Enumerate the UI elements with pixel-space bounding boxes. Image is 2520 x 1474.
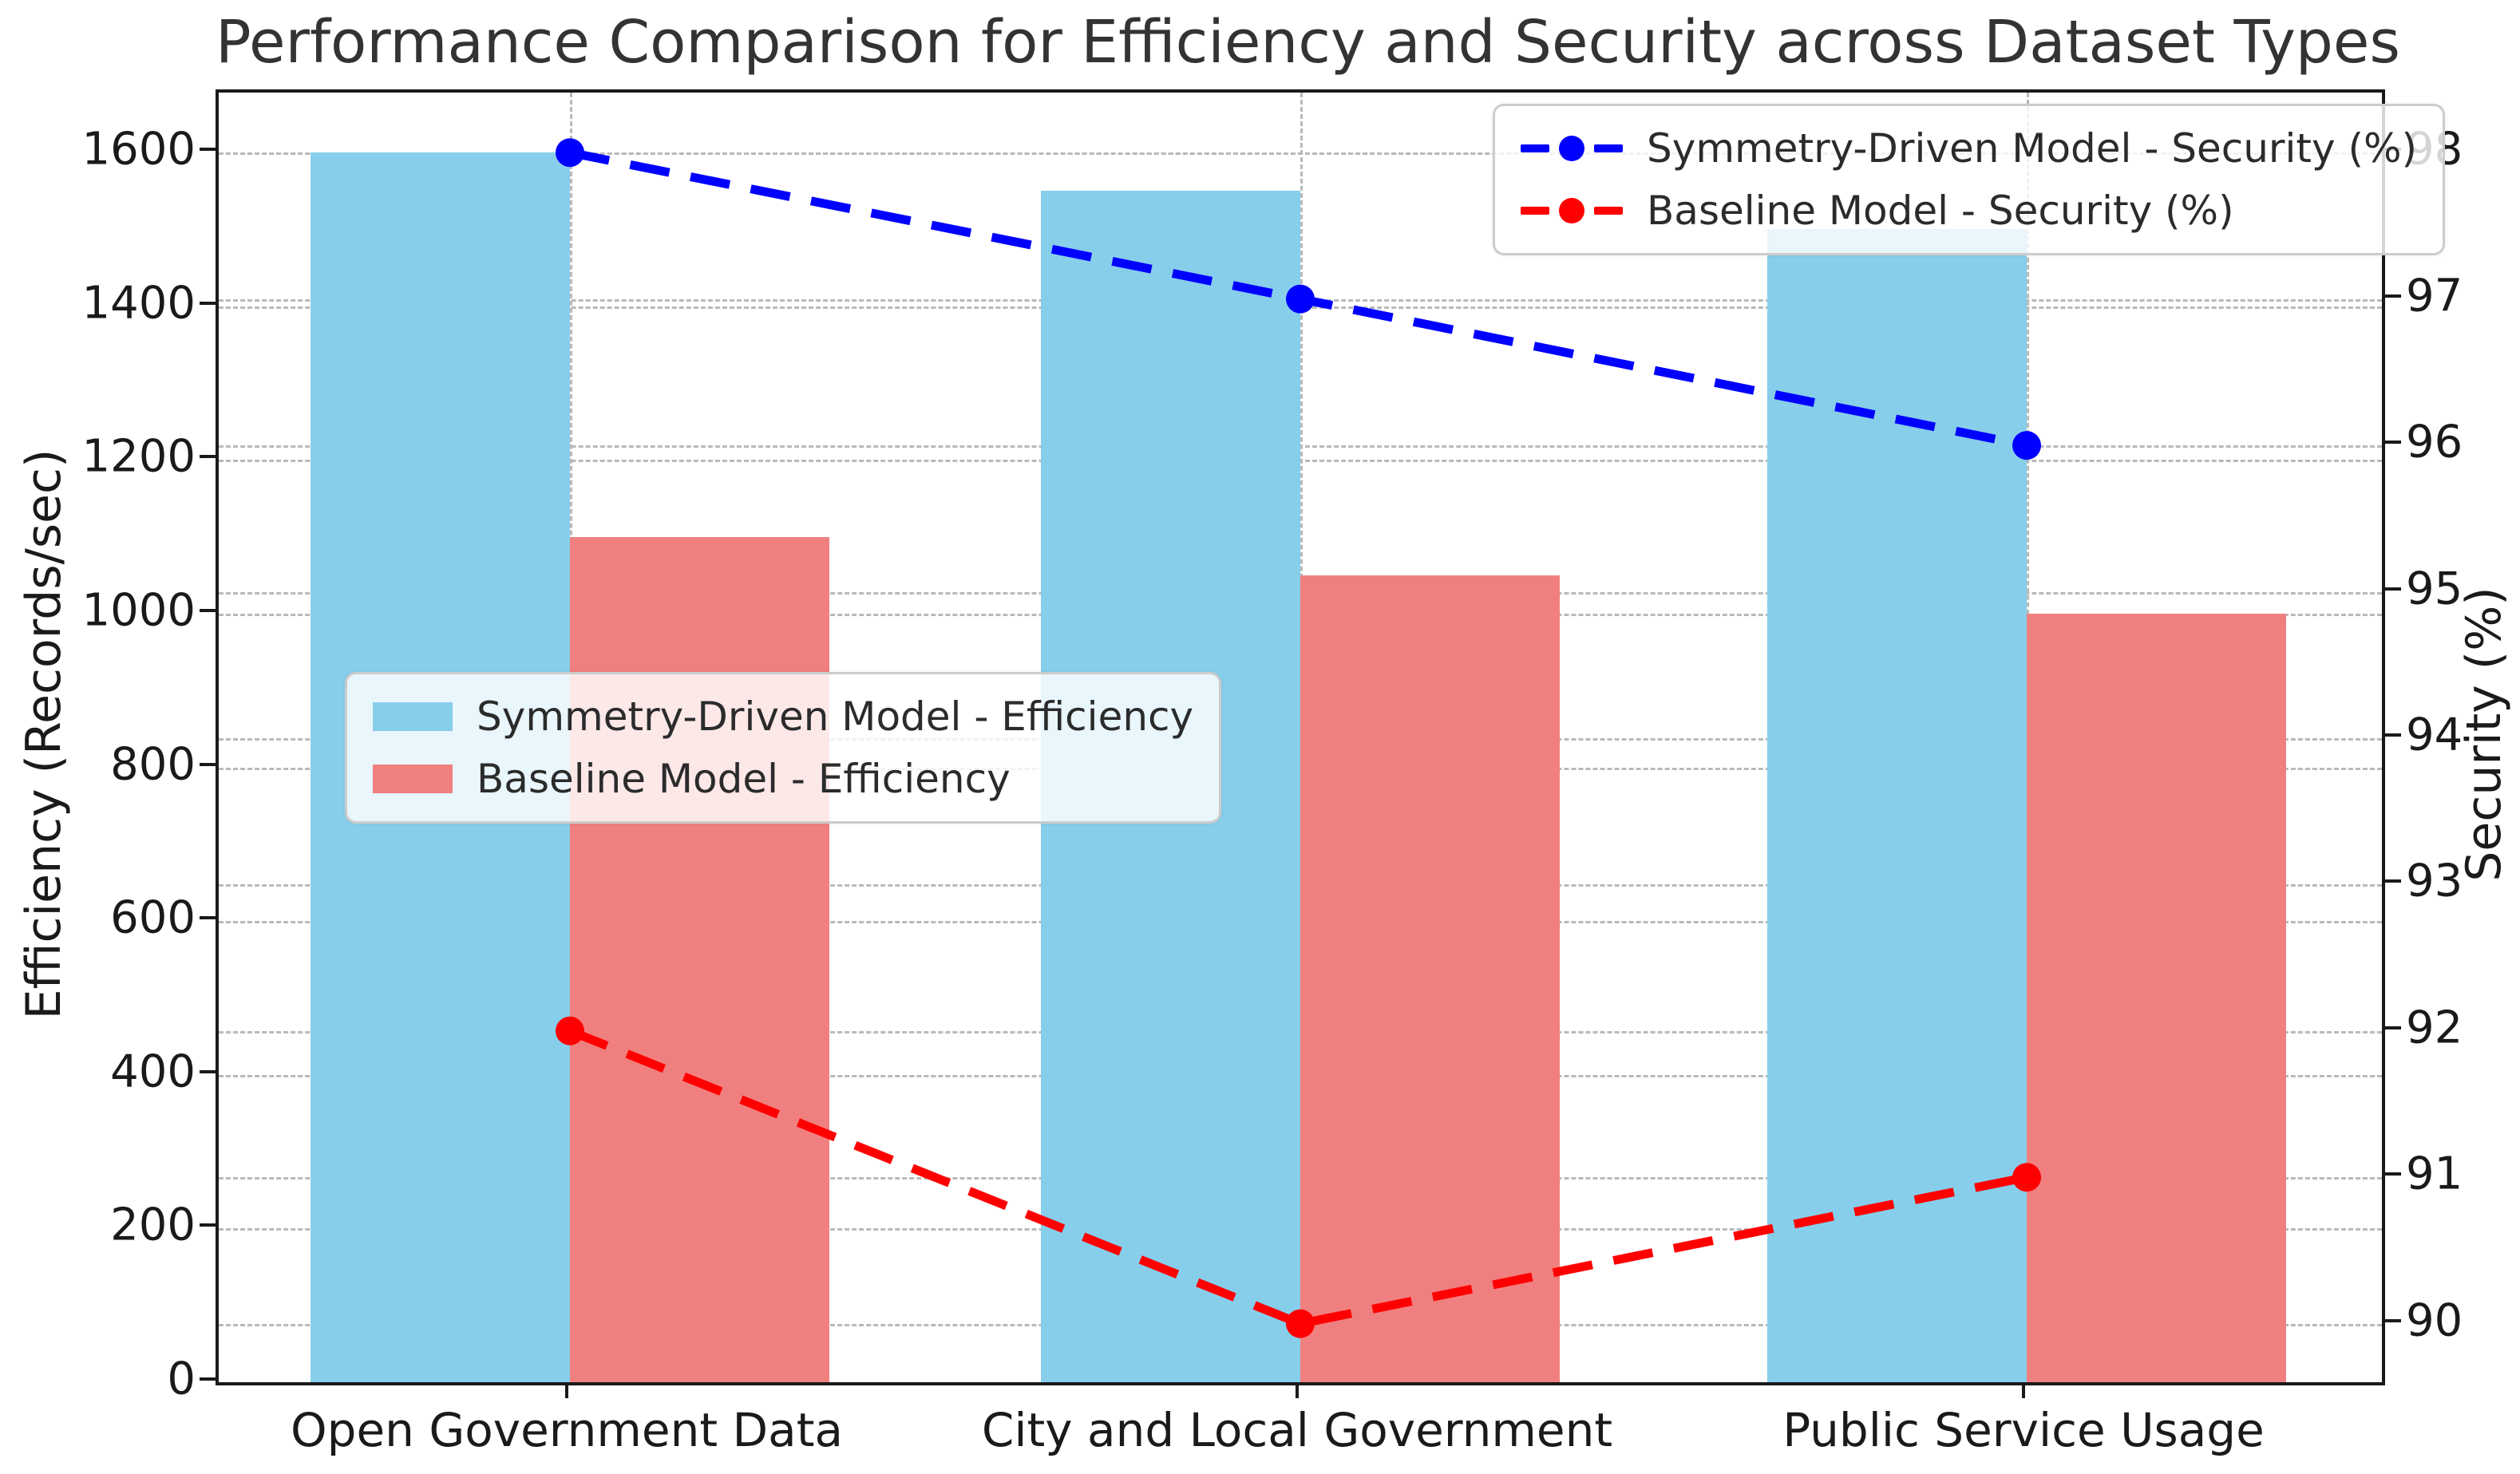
legend-label: Baseline Model - Efficiency (477, 756, 1011, 802)
red-dashed-line-marker-icon (1521, 198, 1623, 223)
right-tick-93 (2385, 879, 2401, 883)
x-tick-0 (565, 1382, 568, 1398)
left-tick-label-800: 800 (110, 738, 196, 791)
x-tick-2 (2022, 1382, 2025, 1398)
legend-label: Symmetry-Driven Model - Security (%) (1647, 125, 2417, 172)
left-tick-1000 (200, 608, 216, 612)
left-tick-label-1400: 1400 (81, 277, 196, 330)
blue-dashed-line-marker-icon (1521, 136, 1623, 161)
bar-baseline-2 (2027, 613, 2286, 1382)
right-tick-label-93: 93 (2406, 855, 2463, 907)
legend-efficiency: Symmetry-Driven Model - Efficiency Basel… (345, 672, 1222, 824)
right-tick-label-94: 94 (2406, 709, 2463, 761)
legend-row-symmetry-efficiency: Symmetry-Driven Model - Efficiency (373, 694, 1193, 740)
legend-label: Symmetry-Driven Model - Efficiency (477, 694, 1194, 740)
line-baseline-security (568, 1026, 2028, 1329)
right-tick-95 (2385, 587, 2401, 591)
right-tick-label-92: 92 (2406, 1002, 2463, 1054)
left-tick-0 (200, 1377, 216, 1381)
right-tick-label-96: 96 (2406, 416, 2463, 468)
marker-symmetry-2 (2012, 431, 2041, 460)
right-tick-97 (2385, 294, 2401, 298)
marker-baseline-2 (2012, 1163, 2041, 1192)
left-tick-label-200: 200 (110, 1199, 196, 1251)
left-tick-1200 (200, 455, 216, 459)
right-axis-label: Security (%) (2456, 587, 2512, 882)
x-tick-1 (1296, 1382, 1299, 1398)
marker-symmetry-0 (556, 138, 584, 168)
right-tick-92 (2385, 1025, 2401, 1029)
left-tick-600 (200, 916, 216, 920)
left-tick-label-1200: 1200 (81, 430, 196, 483)
legend-label: Baseline Model - Security (%) (1647, 188, 2234, 234)
marker-baseline-1 (1286, 1309, 1315, 1338)
legend-row-symmetry-security: Symmetry-Driven Model - Security (%) (1521, 125, 2417, 172)
line-series-layer (556, 138, 2041, 1338)
x-tick-label-2: Public Service Usage (1782, 1403, 2265, 1457)
bar-baseline-1 (1300, 575, 1560, 1382)
right-tick-label-97: 97 (2406, 270, 2463, 322)
left-tick-800 (200, 762, 216, 766)
right-tick-label-90: 90 (2406, 1294, 2463, 1347)
left-tick-label-1000: 1000 (81, 584, 196, 637)
left-tick-1600 (200, 148, 216, 152)
x-tick-label-0: Open Government Data (291, 1403, 843, 1457)
right-tick-91 (2385, 1172, 2401, 1176)
right-tick-label-95: 95 (2406, 563, 2463, 614)
x-tick-label-1: City and Local Government (981, 1403, 1613, 1457)
legend-row-baseline-efficiency: Baseline Model - Efficiency (373, 756, 1193, 802)
left-tick-label-1600: 1600 (81, 123, 196, 176)
left-tick-400 (200, 1069, 216, 1073)
right-tick-90 (2385, 1318, 2401, 1322)
right-tick-label-91: 91 (2406, 1148, 2463, 1200)
marker-baseline-0 (556, 1016, 584, 1045)
legend-security: Symmetry-Driven Model - Security (%) Bas… (1493, 104, 2445, 255)
left-tick-1400 (200, 301, 216, 305)
right-tick-96 (2385, 441, 2401, 445)
legend-row-baseline-security: Baseline Model - Security (%) (1521, 188, 2417, 234)
lightcoral-swatch-icon (373, 765, 453, 793)
left-tick-label-600: 600 (110, 891, 196, 944)
left-tick-label-0: 0 (167, 1353, 196, 1405)
marker-symmetry-1 (1286, 284, 1315, 314)
chart-title: Performance Comparison for Efficiency an… (216, 8, 2400, 77)
left-tick-200 (200, 1223, 216, 1227)
left-tick-label-400: 400 (110, 1045, 196, 1098)
right-tick-94 (2385, 733, 2401, 737)
skyblue-swatch-icon (373, 702, 453, 731)
